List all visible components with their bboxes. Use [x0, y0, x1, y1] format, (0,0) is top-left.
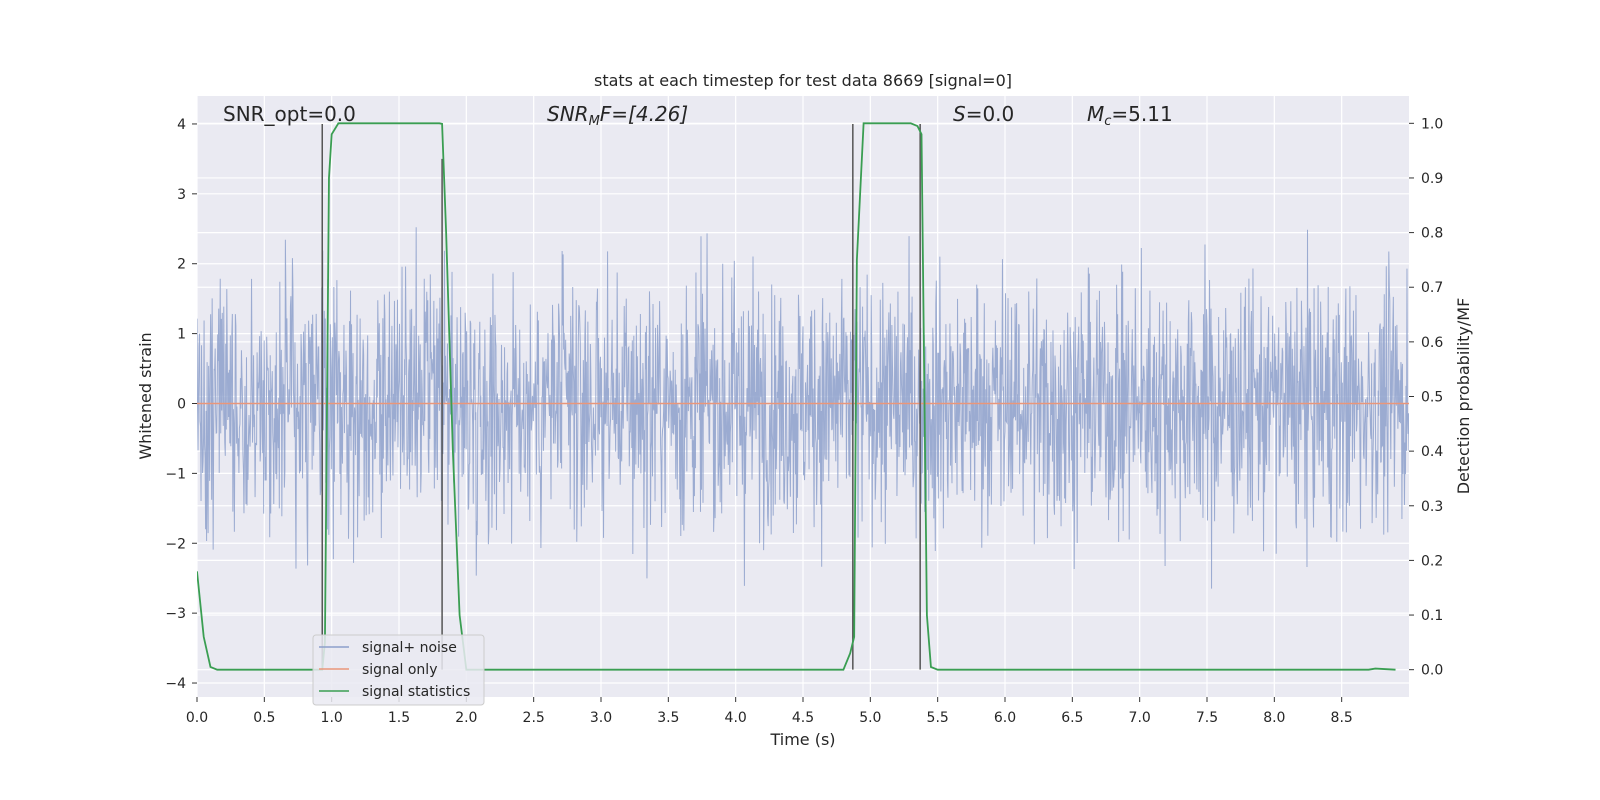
- x-axis-ticks: 0.0 0.5 1.0 1.5 2.0 2.5 3.0 3.5 4.0 4.5 5.0 5.5 6.0 6…: [186, 697, 1353, 726]
- legend-label-signal-noise: signal+ noise: [362, 640, 457, 656]
- y-right-tick-label: 0.9: [1421, 171, 1443, 187]
- annotation-s-main: S: [953, 102, 966, 126]
- annotation-snr-mf-main: SNR: [547, 102, 589, 126]
- y-left-tick-label: 4: [177, 117, 186, 133]
- y-right-tick-label: 0.7: [1421, 280, 1443, 296]
- chart-title: stats at each timestep for test data 866…: [594, 71, 1012, 90]
- x-tick-label: 4.5: [792, 710, 814, 726]
- annotation-snr-mf: SNRMF=[4.26]: [547, 102, 688, 129]
- y-right-tick-label: 0.8: [1421, 226, 1443, 242]
- x-tick-label: 6.5: [1061, 710, 1083, 726]
- y-left-tick-label: 0: [177, 396, 186, 412]
- annotation-mc-rest: =5.11: [1111, 102, 1172, 126]
- x-tick-label: 1.0: [321, 710, 343, 726]
- y-right-axis-label: Detection probability/MF: [1454, 298, 1473, 495]
- signal-noise-line: [197, 227, 1409, 589]
- x-tick-label: 4.0: [725, 710, 747, 726]
- x-tick-label: 5.5: [927, 710, 949, 726]
- y-left-tick-label: −4: [165, 676, 186, 692]
- x-tick-label: 3.5: [657, 710, 679, 726]
- y-right-axis-ticks: 1.0 0.9 0.8 0.7 0.6 0.5 0.4 0.3 0.2 0.1 0.0: [1409, 116, 1443, 679]
- y-left-axis-ticks: 4 3 2 1 0 −1 −2 −3 −4: [165, 117, 197, 692]
- y-right-tick-label: 0.3: [1421, 499, 1443, 515]
- y-left-tick-label: 2: [177, 257, 186, 273]
- x-tick-label: 7.5: [1196, 710, 1218, 726]
- annotation-snr-mf-sub: M: [589, 114, 600, 129]
- y-left-tick-label: −2: [165, 536, 186, 552]
- x-tick-label: 7.0: [1129, 710, 1151, 726]
- legend-label-signal-only: signal only: [362, 662, 437, 678]
- x-tick-label: 5.0: [859, 710, 881, 726]
- legend-label-signal-statistics: signal statistics: [362, 684, 470, 700]
- x-tick-label: 0.0: [186, 710, 208, 726]
- y-right-tick-label: 0.1: [1421, 608, 1443, 624]
- annotation-s: S=0.0: [953, 102, 1014, 126]
- annotation-mc: Mc=5.11: [1087, 102, 1173, 129]
- x-tick-label: 0.5: [253, 710, 275, 726]
- x-tick-label: 8.0: [1263, 710, 1285, 726]
- x-tick-label: 2.5: [523, 710, 545, 726]
- x-tick-label: 6.0: [994, 710, 1016, 726]
- y-left-tick-label: 3: [177, 187, 186, 203]
- x-tick-label: 3.0: [590, 710, 612, 726]
- y-right-tick-label: 0.4: [1421, 444, 1443, 460]
- annotation-s-rest: =0.0: [966, 102, 1015, 126]
- y-right-tick-label: 1.0: [1421, 116, 1443, 132]
- y-left-tick-label: −3: [165, 606, 186, 622]
- annotation-mc-sub: c: [1104, 114, 1111, 129]
- annotation-mc-main: M: [1087, 102, 1104, 126]
- x-tick-label: 8.5: [1331, 710, 1353, 726]
- legend-box: [312, 634, 485, 706]
- vertical-markers: [321, 123, 921, 670]
- legend: signal+ noise signal only signal statist…: [312, 634, 485, 706]
- annotation-snr-opt: SNR_opt=0.0: [223, 102, 356, 126]
- y-right-tick-label: 0.5: [1421, 390, 1443, 406]
- x-tick-label: 2.0: [455, 710, 477, 726]
- y-left-tick-label: −1: [165, 466, 186, 482]
- x-axis-label: Time (s): [769, 730, 835, 749]
- annotation-snr-mf-rest: F=[4.26]: [600, 102, 688, 126]
- x-tick-label: 1.5: [388, 710, 410, 726]
- y-left-axis-label: Whitened strain: [136, 332, 155, 459]
- y-right-tick-label: 0.0: [1421, 663, 1443, 679]
- series-signal-noise: [197, 227, 1409, 589]
- y-right-tick-label: 0.6: [1421, 335, 1443, 351]
- y-left-tick-label: 1: [177, 327, 186, 343]
- y-right-tick-label: 0.2: [1421, 553, 1443, 569]
